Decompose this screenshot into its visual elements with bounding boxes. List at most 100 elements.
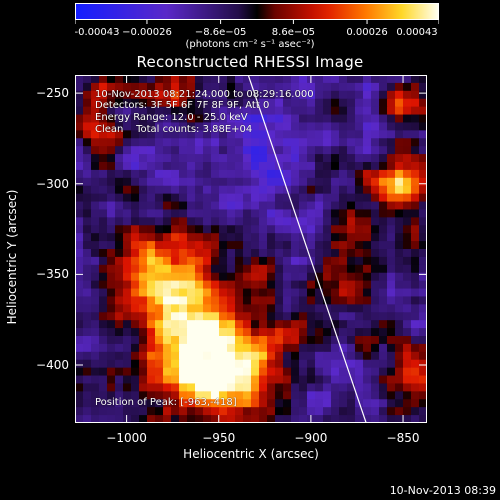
image-pixel	[323, 122, 332, 131]
image-pixel	[283, 296, 292, 305]
image-pixel	[395, 383, 404, 392]
image-pixel	[371, 138, 380, 147]
image-pixel	[187, 138, 196, 147]
image-pixel	[275, 264, 284, 274]
image-pixel	[203, 328, 212, 337]
image-pixel	[291, 75, 300, 84]
image-pixel	[363, 288, 372, 298]
image-pixel	[99, 169, 108, 179]
image-pixel	[315, 138, 324, 147]
image-pixel	[211, 193, 220, 203]
image-pixel	[275, 130, 284, 139]
image-pixel	[347, 138, 356, 147]
image-pixel	[99, 296, 108, 305]
image-pixel	[347, 241, 356, 250]
image-pixel	[267, 90, 276, 100]
image-pixel	[315, 146, 324, 155]
image-pixel	[107, 328, 116, 337]
image-pixel	[363, 90, 372, 100]
image-pixel	[195, 233, 204, 242]
image-pixel	[411, 359, 420, 369]
energy-range-annotation: Energy Range: 12.0 - 25.0 keV	[95, 112, 248, 123]
image-pixel	[139, 264, 148, 274]
image-pixel	[227, 90, 236, 100]
image-pixel	[259, 407, 268, 416]
image-pixel	[235, 75, 244, 84]
image-pixel	[411, 177, 420, 187]
image-pixel	[139, 312, 148, 321]
image-pixel	[179, 343, 188, 353]
image-pixel	[115, 75, 124, 84]
image-pixel	[419, 209, 427, 218]
image-pixel	[219, 367, 228, 377]
image-pixel	[163, 343, 172, 353]
image-pixel	[411, 256, 420, 266]
image-pixel	[395, 98, 404, 108]
image-pixel	[163, 256, 172, 266]
image-pixel	[107, 177, 116, 187]
image-pixel	[219, 185, 228, 195]
image-pixel	[211, 185, 220, 195]
image-pixel	[155, 75, 164, 84]
image-pixel	[283, 312, 292, 321]
image-pixel	[299, 193, 308, 203]
image-pixel	[131, 351, 140, 361]
image-pixel	[323, 241, 332, 250]
image-pixel	[107, 209, 116, 218]
image-pixel	[107, 264, 116, 274]
image-pixel	[411, 367, 420, 377]
image-pixel	[323, 185, 332, 195]
image-pixel	[211, 241, 220, 250]
image-pixel	[395, 375, 404, 385]
image-pixel	[91, 359, 100, 369]
image-pixel	[323, 391, 332, 400]
image-pixel	[291, 312, 300, 321]
image-pixel	[363, 375, 372, 385]
image-pixel	[395, 90, 404, 100]
image-pixel	[211, 75, 220, 84]
image-pixel	[139, 114, 148, 124]
image-pixel	[163, 233, 172, 242]
image-pixel	[331, 336, 340, 345]
image-pixel	[83, 296, 92, 305]
image-pixel	[179, 75, 188, 84]
image-pixel	[203, 280, 212, 290]
image-pixel	[211, 367, 220, 377]
image-pixel	[195, 241, 204, 250]
image-pixel	[419, 367, 427, 377]
image-pixel	[235, 162, 244, 171]
image-pixel	[147, 415, 156, 423]
image-pixel	[275, 343, 284, 353]
image-pixel	[171, 407, 180, 416]
image-pixel	[179, 407, 188, 416]
image-pixel	[323, 154, 332, 163]
image-pixel	[83, 336, 92, 345]
image-pixel	[171, 328, 180, 337]
image-pixel	[187, 399, 196, 408]
image-pixel	[379, 122, 388, 131]
image-pixel	[211, 90, 220, 100]
image-pixel	[179, 122, 188, 131]
image-pixel	[235, 185, 244, 195]
colorbar-ticks	[75, 19, 439, 24]
image-pixel	[323, 272, 332, 282]
image-pixel	[131, 375, 140, 385]
image-pixel	[83, 272, 92, 282]
rhessi-image-plot[interactable]: 10-Nov-2013 08:21:24.000 to 08:29:16.000…	[75, 75, 427, 423]
image-pixel	[267, 114, 276, 124]
image-pixel	[107, 193, 116, 203]
image-pixel	[339, 98, 348, 108]
image-pixel	[275, 296, 284, 305]
image-pixel	[411, 399, 420, 408]
image-pixel	[235, 288, 244, 298]
image-pixel	[115, 343, 124, 353]
image-pixel	[315, 264, 324, 274]
image-pixel	[171, 391, 180, 400]
image-pixel	[195, 383, 204, 392]
image-pixel	[363, 185, 372, 195]
image-pixel	[107, 415, 116, 423]
image-pixel	[379, 336, 388, 345]
image-pixel	[315, 304, 324, 313]
image-pixel	[75, 383, 84, 392]
image-pixel	[147, 399, 156, 408]
